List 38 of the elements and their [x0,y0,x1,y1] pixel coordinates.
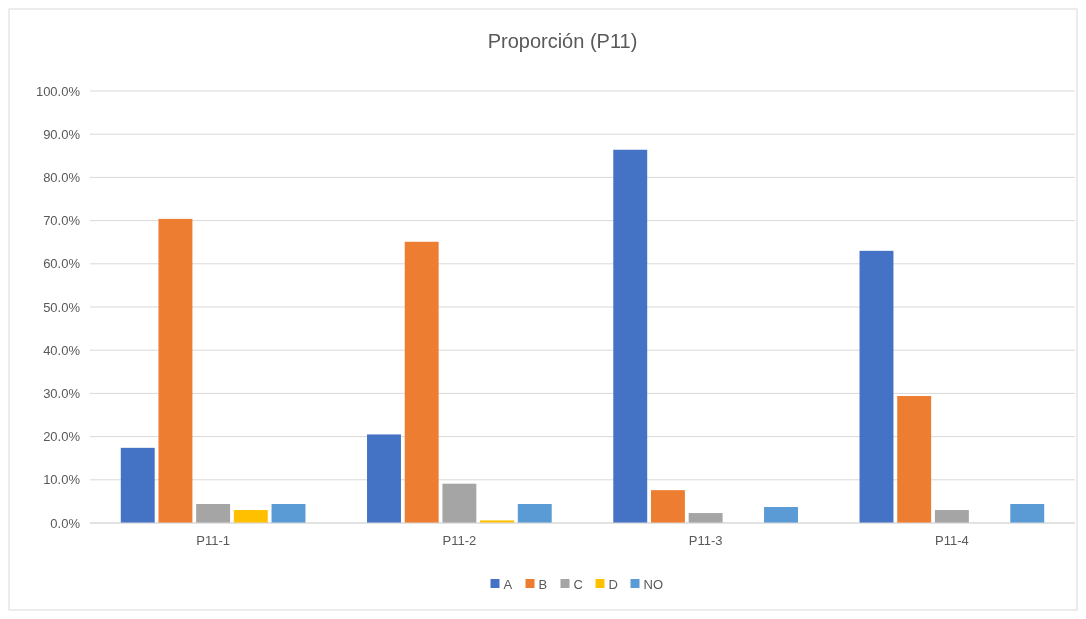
bar [650,490,685,523]
bar [517,503,552,523]
bar [934,510,969,523]
bar [688,513,723,523]
bar [233,510,268,523]
x-tick-label: P11-1 [196,533,230,548]
legend-label: NO [643,576,663,592]
bar [613,149,648,523]
bar [859,250,894,523]
bar [404,241,439,523]
y-tick-label: 90.0% [43,126,81,142]
bar [897,395,932,523]
y-tick-label: 50.0% [43,299,81,315]
bar [764,507,798,523]
x-tick-label: P11-3 [688,533,723,548]
legend-label: A [503,576,513,592]
legend-label: D [608,576,618,592]
chart-title: Proporción (P11) [487,30,638,52]
bar [196,503,231,523]
y-tick-label: 10.0% [43,472,81,488]
x-tick-label: P11-2 [442,533,477,548]
x-tick-label: P11-4 [935,533,969,548]
bar [120,447,155,523]
y-tick-label: 100.0% [35,83,81,99]
bar [271,503,306,523]
bar [442,483,477,523]
legend-label: C [573,576,583,592]
y-tick-label: 40.0% [43,342,81,358]
y-tick-label: 80.0% [43,169,81,185]
legend-label: B [538,576,548,592]
y-tick-label: 0.0% [50,515,81,531]
bar [367,434,401,523]
bar [158,218,193,523]
y-tick-label: 20.0% [43,429,81,445]
y-tick-label: 30.0% [43,385,81,401]
bar [1010,503,1045,523]
y-tick-label: 60.0% [43,256,81,272]
y-tick-label: 70.0% [43,213,81,229]
